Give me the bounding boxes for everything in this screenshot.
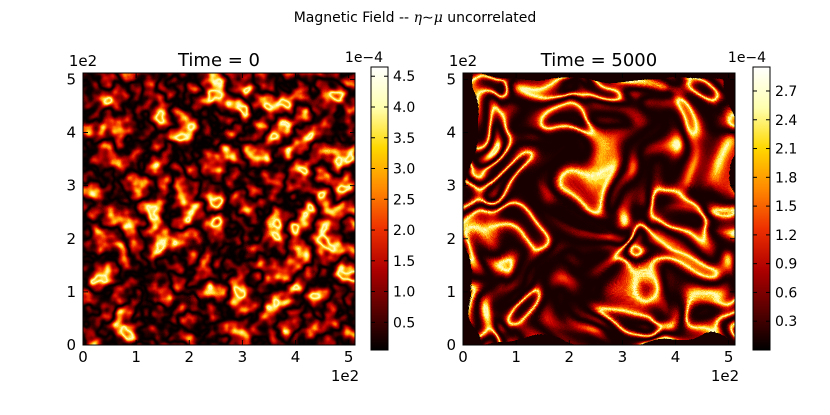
colorbar (753, 67, 770, 350)
x-tick-label: 1 (131, 348, 141, 366)
y-offset-label: 1e2 (449, 52, 477, 70)
x-tick-label: 4 (291, 348, 301, 366)
x-tick-label: 5 (344, 348, 354, 366)
colorbar-tick-label: 1.0 (393, 285, 415, 301)
colorbar-tick-label: 1.8 (775, 170, 797, 186)
colorbar-tick-label: 0.9 (775, 257, 797, 273)
heatmap-image (83, 73, 355, 345)
colorbar-tick-label: 0.6 (775, 285, 797, 301)
colorbar-tick-label: 2.7 (775, 84, 797, 100)
y-axis: 0 1 2 3 4 5 (446, 70, 735, 354)
colorbar-tick-label: 1.5 (775, 199, 797, 215)
y-tick-label: 2 (66, 230, 76, 248)
colorbar-tick-label: 1.2 (775, 228, 797, 244)
colorbar-tick-label: 2.5 (393, 192, 415, 208)
y-tick-label: 5 (446, 70, 456, 88)
y-tick-label: 4 (446, 124, 456, 142)
colorbar-ticks: 0.3 0.6 0.9 1.2 1.5 1.8 2.1 2.4 2.7 (753, 84, 797, 330)
x-tick-label: 0 (458, 348, 468, 366)
colorbar-tick-label: 1.5 (393, 254, 415, 270)
x-offset-label: 1e2 (331, 367, 359, 385)
colorbar-tick-label: 0.5 (393, 315, 415, 331)
y-tick-label: 4 (66, 124, 76, 142)
y-offset-label: 1e2 (69, 52, 97, 70)
y-axis: 0 1 2 3 4 5 (66, 70, 355, 354)
x-tick-label: 2 (184, 348, 194, 366)
y-tick-label: 3 (446, 177, 456, 195)
y-tick-label: 1 (66, 283, 76, 301)
colorbar-tick-label: 4.0 (393, 100, 415, 116)
colorbar-tick-label: 3.5 (393, 131, 415, 147)
y-tick-label: 0 (66, 336, 76, 354)
panel-time-0: Time = 0 0 1 2 3 4 5 0 1 2 3 4 5 1e2 1e2 0.5 1.0 1.5… (66, 50, 415, 385)
y-tick-label: 0 (446, 336, 456, 354)
colorbar-frame (370, 66, 389, 351)
x-tick-label: 0 (78, 348, 88, 366)
x-axis: 0 1 2 3 4 5 (78, 73, 353, 366)
x-tick-label: 5 (724, 348, 734, 366)
colorbar-offset-label: 1e−4 (345, 50, 383, 66)
colorbar-tick-label: 4.5 (393, 69, 415, 85)
colorbar-tick-label: 2.4 (775, 113, 797, 129)
colorbar-ticks: 0.5 1.0 1.5 2.0 2.5 3.0 3.5 4.0 4.5 (371, 69, 415, 331)
axes-frame (462, 72, 736, 346)
colorbar-tick-label: 2.1 (775, 142, 797, 158)
panel-title: Time = 5000 (540, 50, 657, 71)
y-tick-label: 3 (66, 177, 76, 195)
x-axis: 0 1 2 3 4 5 (458, 73, 733, 366)
axes-frame (82, 72, 356, 346)
colorbar-tick-label: 0.3 (775, 314, 797, 330)
y-tick-label: 2 (446, 230, 456, 248)
x-tick-label: 3 (618, 348, 628, 366)
x-tick-label: 2 (564, 348, 574, 366)
colorbar-frame (752, 66, 771, 351)
figure-suptitle: Magnetic Field -- η∼μ uncorrelated (294, 10, 537, 26)
heatmap-image (463, 73, 735, 345)
x-tick-label: 3 (238, 348, 248, 366)
colorbar (371, 67, 388, 350)
panel-time-5000: Time = 5000 0 1 2 3 4 5 0 1 2 3 4 5 1e2 1e2 0.3 0.6… (446, 50, 797, 385)
x-tick-label: 4 (671, 348, 681, 366)
panel-title: Time = 0 (177, 50, 260, 71)
y-tick-label: 5 (66, 70, 76, 88)
colorbar-tick-label: 2.0 (393, 223, 415, 239)
colorbar-tick-label: 3.0 (393, 162, 415, 178)
x-offset-label: 1e2 (711, 367, 739, 385)
y-tick-label: 1 (446, 283, 456, 301)
colorbar-offset-label: 1e−4 (728, 50, 766, 66)
x-tick-label: 1 (511, 348, 521, 366)
